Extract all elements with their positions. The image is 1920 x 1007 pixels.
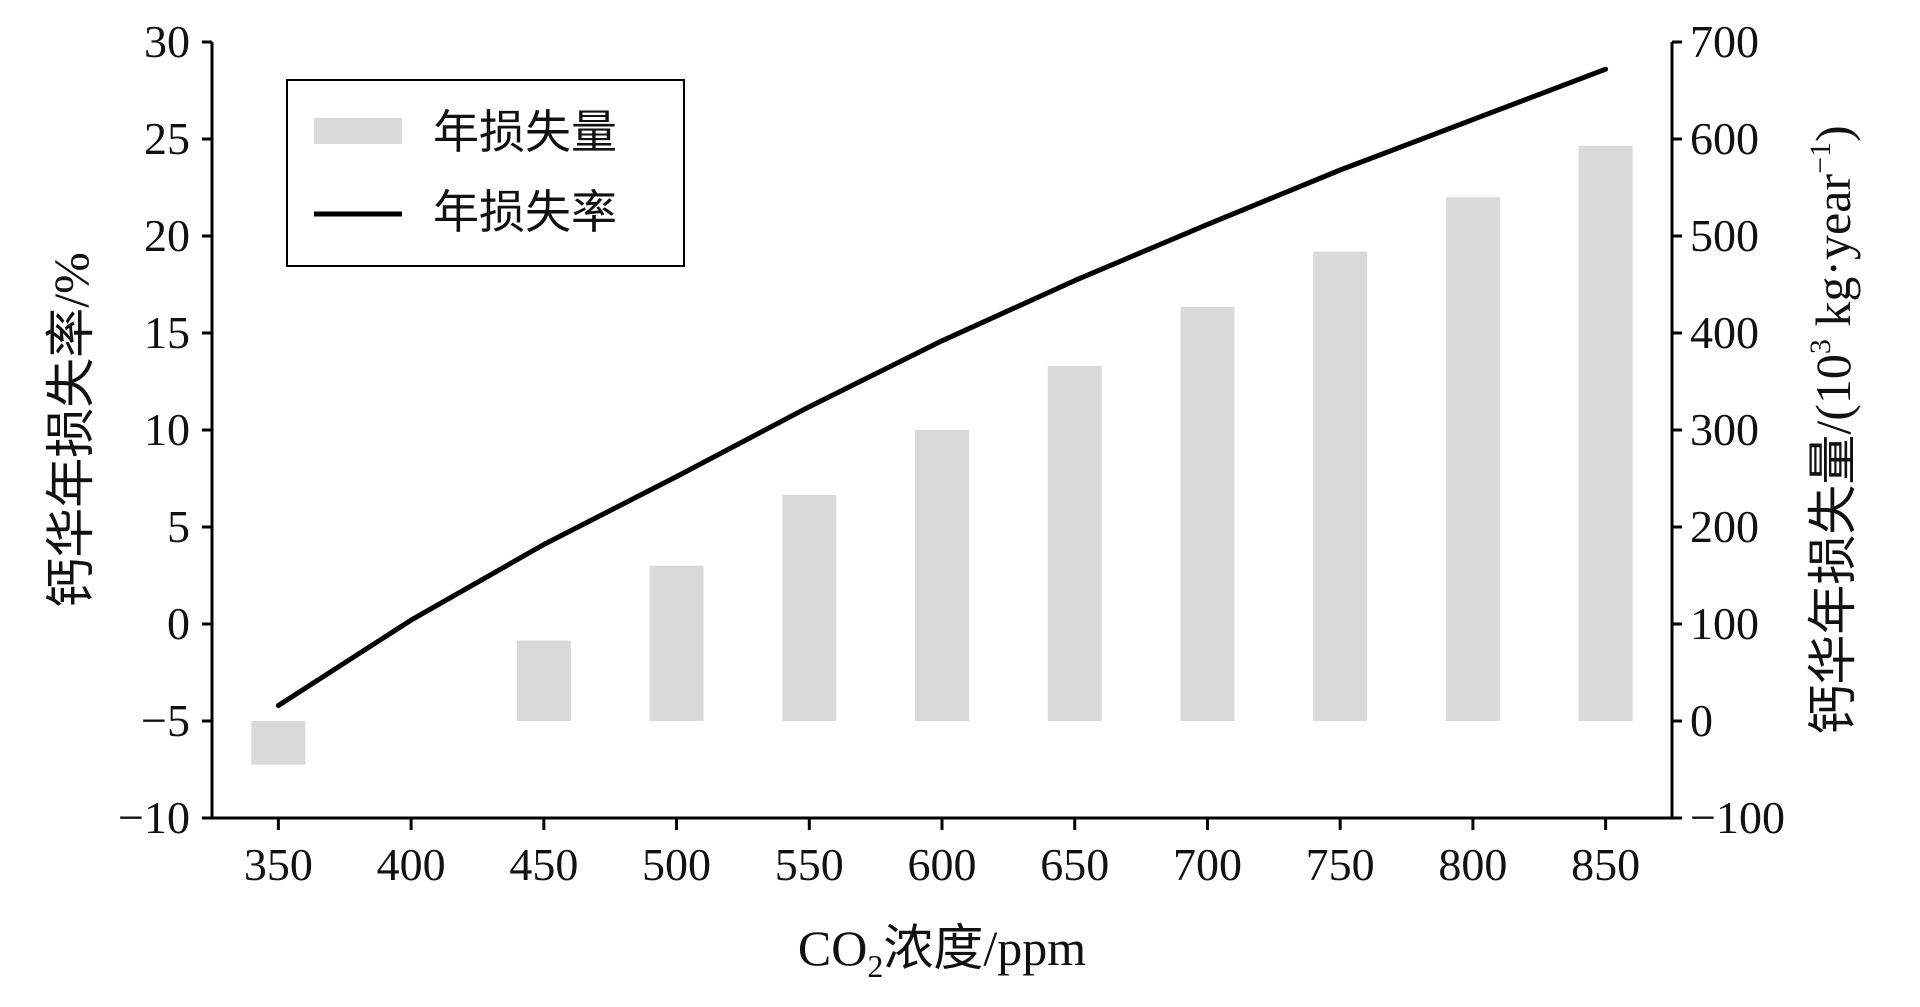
loss-amount-bar: [1180, 306, 1235, 721]
loss-amount-bar: [782, 494, 837, 721]
right-tick-label: 700: [1690, 16, 1759, 67]
right-tick-label: 400: [1690, 307, 1759, 358]
right-tick-label: 300: [1690, 404, 1759, 455]
x-axis-title: CO2浓度/ppm: [798, 920, 1086, 984]
left-tick-label: 5: [167, 501, 190, 552]
loss-amount-bar: [516, 640, 571, 721]
right-tick-label: 500: [1690, 210, 1759, 261]
x-tick-label: 650: [1040, 839, 1109, 890]
loss-amount-bar: [649, 565, 704, 721]
left-tick-label: 20: [144, 210, 190, 261]
loss-amount-bar: [1313, 251, 1368, 721]
loss-amount-bar: [251, 721, 306, 765]
x-tick-label: 800: [1438, 839, 1507, 890]
bars-group: [251, 145, 1633, 765]
x-tick-label: 500: [642, 839, 711, 890]
loss-amount-bar: [1445, 197, 1500, 721]
x-tick-label: 350: [244, 839, 313, 890]
left-axis-title: 钙华年损失率/%: [43, 252, 99, 608]
left-tick-label: 0: [167, 598, 190, 649]
loss-amount-bar: [1578, 145, 1633, 722]
x-tick-label: 850: [1571, 839, 1640, 890]
left-tick-label: −5: [141, 695, 190, 746]
x-tick-label: 450: [509, 839, 578, 890]
right-axis-title: 钙华年损失量/(103 kg·year−1): [1804, 125, 1861, 734]
loss-amount-bar: [1047, 365, 1102, 721]
rate-line: [275, 66, 1609, 708]
tick-labels-group: 30 25 20 15 10 5 0 −5 −10 700 600 500 400 300 200 100 0 −…: [118, 16, 1785, 890]
ticks-group: [202, 40, 1682, 830]
legend-bar-label: 年损失量: [433, 105, 617, 159]
right-tick-label: −100: [1690, 792, 1785, 843]
legend-line-label: 年损失率: [433, 185, 617, 239]
x-axis-subscript: 2: [867, 948, 883, 984]
legend-bar-swatch: [314, 118, 402, 144]
left-tick-label: 15: [144, 307, 190, 358]
x-tick-label: 400: [377, 839, 446, 890]
right-tick-label: 600: [1690, 113, 1759, 164]
loss-amount-bar: [915, 430, 969, 721]
left-tick-label: −10: [118, 792, 190, 843]
left-tick-label: 30: [144, 16, 190, 67]
left-tick-label: 10: [144, 404, 190, 455]
left-tick-label: 25: [144, 113, 190, 164]
right-axis-sup2: −1: [1804, 142, 1837, 174]
legend: 年损失量 年损失率: [286, 79, 685, 267]
right-tick-label: 0: [1690, 695, 1713, 746]
legend-box: [286, 79, 685, 267]
right-tick-label: 200: [1690, 501, 1759, 552]
x-tick-label: 750: [1306, 839, 1375, 890]
x-tick-label: 600: [908, 839, 977, 890]
right-tick-label: 100: [1690, 598, 1759, 649]
x-tick-label: 550: [775, 839, 844, 890]
x-tick-label: 700: [1173, 839, 1242, 890]
right-axis-sup: 3: [1804, 339, 1837, 354]
